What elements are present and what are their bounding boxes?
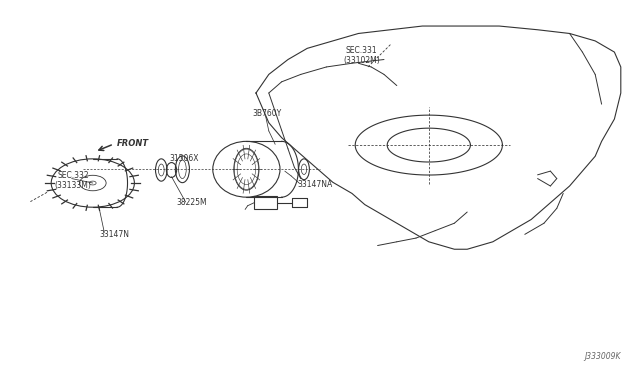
Text: 33147N: 33147N	[99, 230, 129, 239]
Text: 38225M: 38225M	[176, 198, 207, 207]
Text: SEC.332
(33133M): SEC.332 (33133M)	[54, 171, 92, 190]
Bar	[254, 196, 277, 209]
Text: J333009K: J333009K	[584, 352, 621, 361]
Text: FRONT: FRONT	[117, 139, 149, 148]
Text: 3B760Y: 3B760Y	[253, 109, 282, 118]
Text: 33147NA: 33147NA	[298, 180, 333, 189]
Text: 31506X: 31506X	[170, 154, 199, 163]
Text: SEC.331
(33102M): SEC.331 (33102M)	[343, 46, 380, 65]
